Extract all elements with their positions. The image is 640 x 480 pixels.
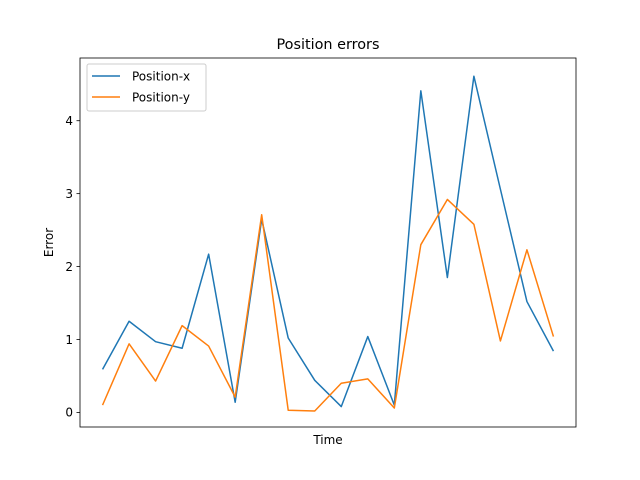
y-tick-label: 1 bbox=[65, 333, 73, 347]
chart-title: Position errors bbox=[277, 37, 380, 53]
y-axis-label: Error bbox=[42, 228, 56, 257]
series-line-position-x bbox=[101, 75, 555, 408]
y-tick-label: 4 bbox=[65, 114, 73, 128]
legend-label-position-y: Position-y bbox=[132, 91, 190, 105]
x-axis-label: Time bbox=[312, 433, 342, 447]
y-tick-label: 3 bbox=[65, 187, 73, 201]
legend-label-position-x: Position-x bbox=[132, 70, 190, 84]
plot-lines bbox=[101, 75, 555, 412]
y-tick-label: 0 bbox=[65, 406, 73, 420]
y-axis-ticks: 0 1 2 3 4 bbox=[65, 114, 80, 420]
y-tick-label: 2 bbox=[65, 260, 73, 274]
axes-frame bbox=[79, 57, 577, 428]
legend: Position-x Position-y bbox=[86, 63, 207, 112]
series-line-position-y bbox=[101, 198, 555, 412]
